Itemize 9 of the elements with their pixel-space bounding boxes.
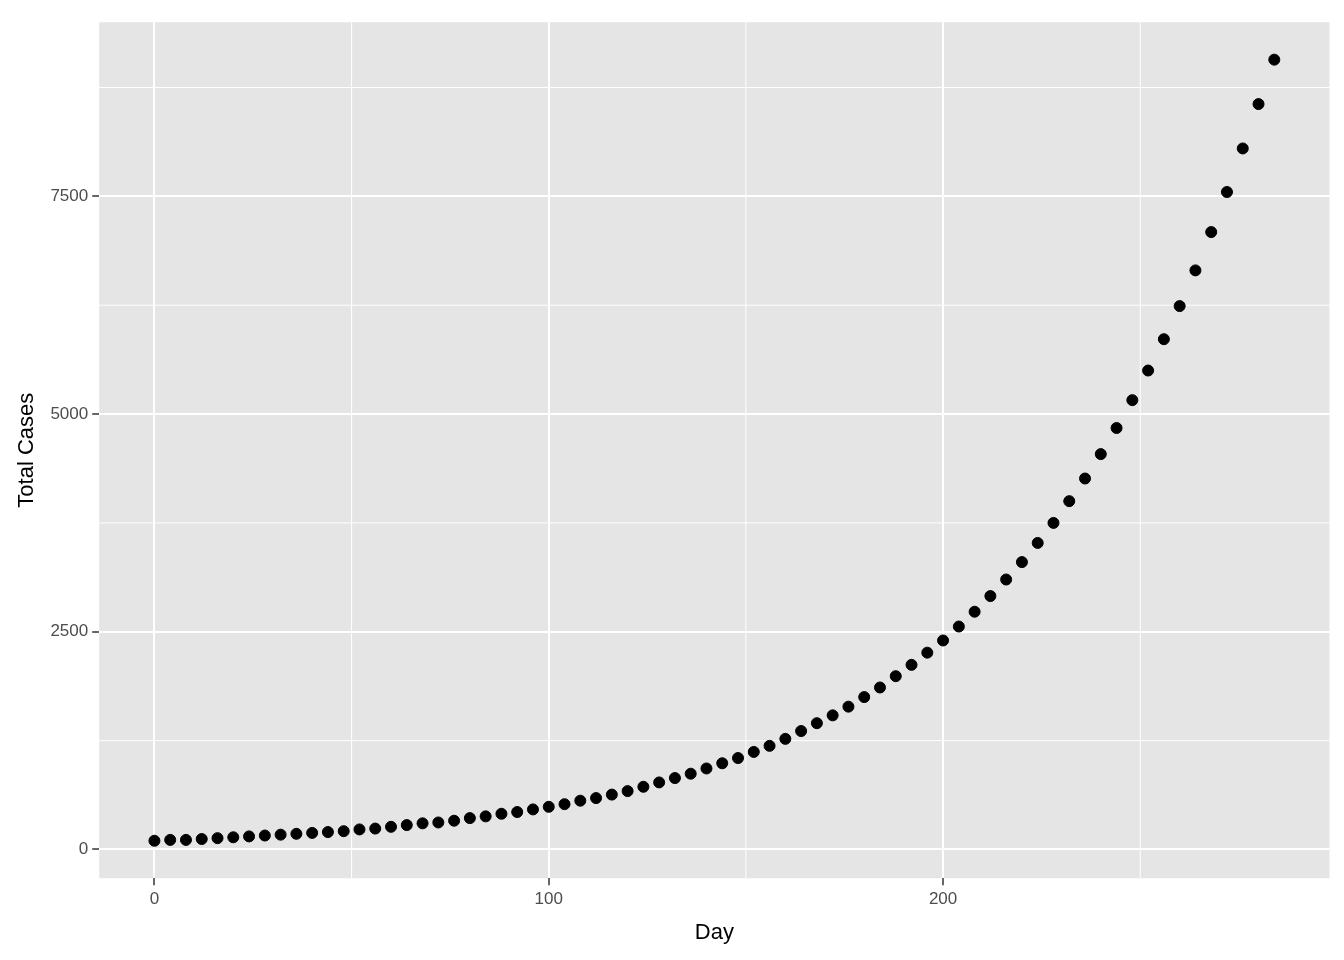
- y-tick-label: 5000: [50, 403, 89, 423]
- y-tick-label: 2500: [50, 621, 89, 641]
- x-axis-title: Day: [694, 918, 734, 944]
- x-tick-label: 0: [149, 889, 160, 909]
- x-tick-label: 200: [928, 889, 958, 909]
- y-tick-label: 7500: [50, 186, 89, 206]
- y-axis-title: Total Cases: [13, 392, 39, 508]
- x-tick-label: 100: [534, 889, 563, 909]
- y-tick-label: 0: [78, 839, 89, 859]
